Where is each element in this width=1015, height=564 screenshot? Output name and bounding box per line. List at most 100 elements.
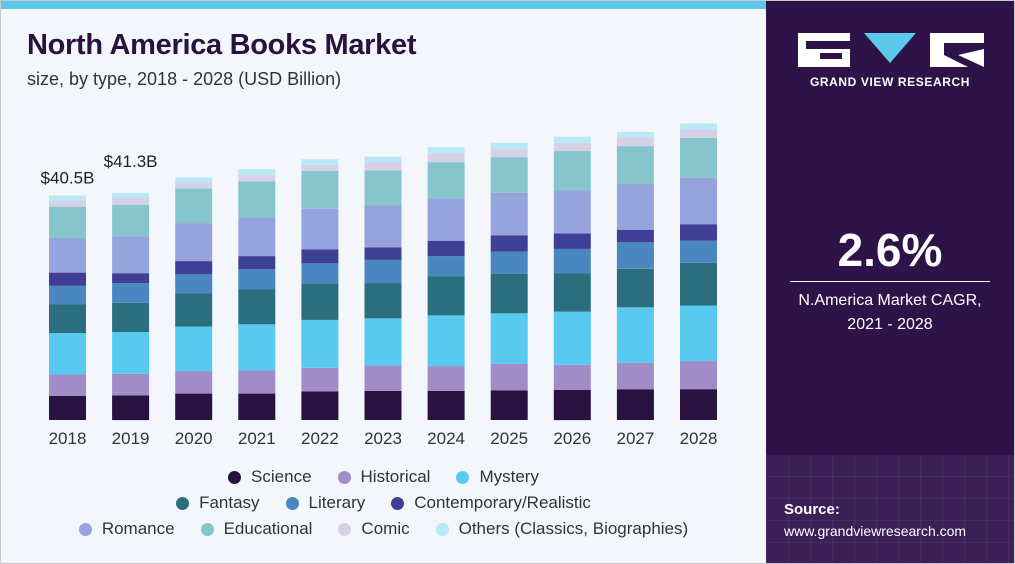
accent-stripe xyxy=(1,1,766,9)
bar-2026-others-classics-biographies xyxy=(553,136,591,143)
bar-2020-fantasy xyxy=(175,293,213,327)
bar-2024-literary xyxy=(427,256,465,277)
bar-2023-science xyxy=(364,390,402,420)
legend-label-science: Science xyxy=(251,467,312,486)
bar-2025-others-classics-biographies xyxy=(490,142,528,149)
bar-2028-literary xyxy=(680,240,717,263)
bar-2021-science xyxy=(238,393,276,420)
x-tick-label: 2025 xyxy=(490,429,528,448)
bar-2025-historical xyxy=(490,363,528,391)
legend-item-historical: Historical xyxy=(337,467,431,487)
legend-label-educational: Educational xyxy=(223,519,313,538)
bar-2027-science xyxy=(616,389,654,420)
bar-2028-educational xyxy=(680,137,717,178)
legend-swatch-fantasy xyxy=(176,496,190,510)
bar-2025-comic xyxy=(490,148,528,158)
bar-2022-science xyxy=(301,391,339,420)
logo-text: GRAND VIEW RESEARCH xyxy=(809,75,971,89)
bar-2018-comic xyxy=(49,200,86,207)
bar-2024-historical xyxy=(427,366,465,391)
bar-2027-others-classics-biographies xyxy=(616,131,654,138)
x-tick-label: 2019 xyxy=(112,429,150,448)
legend-row-1: Science Historical Mystery xyxy=(1,467,766,487)
bar-2025-literary xyxy=(490,251,528,274)
bar-2028-comic xyxy=(680,129,717,138)
bar-2024-romance xyxy=(427,198,465,241)
bar-2020-comic xyxy=(175,182,213,189)
bar-2023-historical xyxy=(364,365,402,391)
legend-swatch-mystery xyxy=(456,470,470,484)
bar-2027-comic xyxy=(616,137,654,147)
grand-view-research-logo xyxy=(798,33,984,67)
bar-2022-historical xyxy=(301,367,339,392)
bar-2025-educational xyxy=(490,157,528,193)
legend-row-3: Romance Educational Comic Others (Classi… xyxy=(1,519,766,539)
bar-2022-literary xyxy=(301,263,339,284)
bar-2018-science xyxy=(49,395,86,420)
bar-2019-educational xyxy=(112,205,150,237)
legend-swatch-educational xyxy=(200,522,214,536)
bar-2023-romance xyxy=(364,205,402,248)
legend-item-others: Others (Classics, Biographies) xyxy=(435,519,689,539)
x-tick-label: 2027 xyxy=(616,429,654,448)
bar-2020-science xyxy=(175,393,213,420)
bar-2025-mystery xyxy=(490,313,528,364)
bar-2025-science xyxy=(490,390,528,420)
bar-2019-fantasy xyxy=(112,302,150,332)
bar-2021-romance xyxy=(238,217,276,257)
legend-swatch-others xyxy=(435,522,449,536)
bar-2021-comic xyxy=(238,174,276,182)
legend-label-fantasy: Fantasy xyxy=(199,493,260,512)
bar-2019-romance xyxy=(112,236,150,274)
legend-swatch-romance xyxy=(78,522,92,536)
bar-2022-fantasy xyxy=(301,283,339,320)
stacked-bar-chart: 2018 2019 2020 2021 2022 2023 2024 2025 2026 2027… xyxy=(41,123,717,448)
bar-2025-fantasy xyxy=(490,273,528,314)
legend-item-mystery: Mystery xyxy=(456,467,539,487)
bar-2022-educational xyxy=(301,170,339,209)
bar-2020-contemporary-realistic xyxy=(175,261,213,275)
bar-2018-literary xyxy=(49,285,86,305)
bar-2024-others-classics-biographies xyxy=(427,147,465,154)
legend-label-historical: Historical xyxy=(360,467,431,486)
legend-swatch-literary xyxy=(285,496,299,510)
cagr-label-line-1: N.America Market CAGR, xyxy=(798,292,982,309)
bar-2024-fantasy xyxy=(427,276,465,316)
bar-2024-science xyxy=(427,390,465,420)
x-tick-label: 2020 xyxy=(175,429,213,448)
bar-2023-comic xyxy=(364,162,402,171)
bar-2019-contemporary-realistic xyxy=(112,273,150,284)
legend-swatch-contemporary xyxy=(391,496,405,510)
bar-2026-fantasy xyxy=(553,273,591,312)
legend-label-comic: Comic xyxy=(361,519,410,538)
legend-row-2: Fantasy Literary Contemporary/Realistic xyxy=(1,493,766,513)
bar-2018-contemporary-realistic xyxy=(49,272,86,286)
bar-2025-romance xyxy=(490,192,528,236)
bar-2027-fantasy xyxy=(616,268,654,308)
source-url: www.grandviewresearch.com xyxy=(784,523,967,539)
bar-2028-science xyxy=(680,389,717,420)
bar-2027-educational xyxy=(616,146,654,185)
bar-2019-literary xyxy=(112,283,150,303)
bar-2022-contemporary-realistic xyxy=(301,249,339,264)
legend-item-literary: Literary xyxy=(285,493,365,513)
bar-2018-educational xyxy=(49,206,86,238)
bar-2021-historical xyxy=(238,370,276,394)
bar-2028-mystery xyxy=(680,305,717,362)
bar-2020-others-classics-biographies xyxy=(175,177,213,183)
cagr-value: 2.6% xyxy=(837,224,943,276)
x-tick-label: 2023 xyxy=(364,429,402,448)
legend-label-others: Others (Classics, Biographies) xyxy=(458,519,689,538)
legend-item-fantasy: Fantasy xyxy=(176,493,260,513)
bar-2021-others-classics-biographies xyxy=(238,169,276,175)
cagr-label: N.America Market CAGR, 2021 - 2028 xyxy=(766,289,1014,337)
bar-2021-contemporary-realistic xyxy=(238,256,276,270)
bar-2023-literary xyxy=(364,259,402,283)
bar-2027-historical xyxy=(616,362,654,390)
bar-2023-educational xyxy=(364,170,402,206)
bar-2026-contemporary-realistic xyxy=(553,233,591,249)
legend-item-comic: Comic xyxy=(338,519,410,539)
bar-2020-mystery xyxy=(175,326,213,371)
bar-2026-literary xyxy=(553,248,591,274)
